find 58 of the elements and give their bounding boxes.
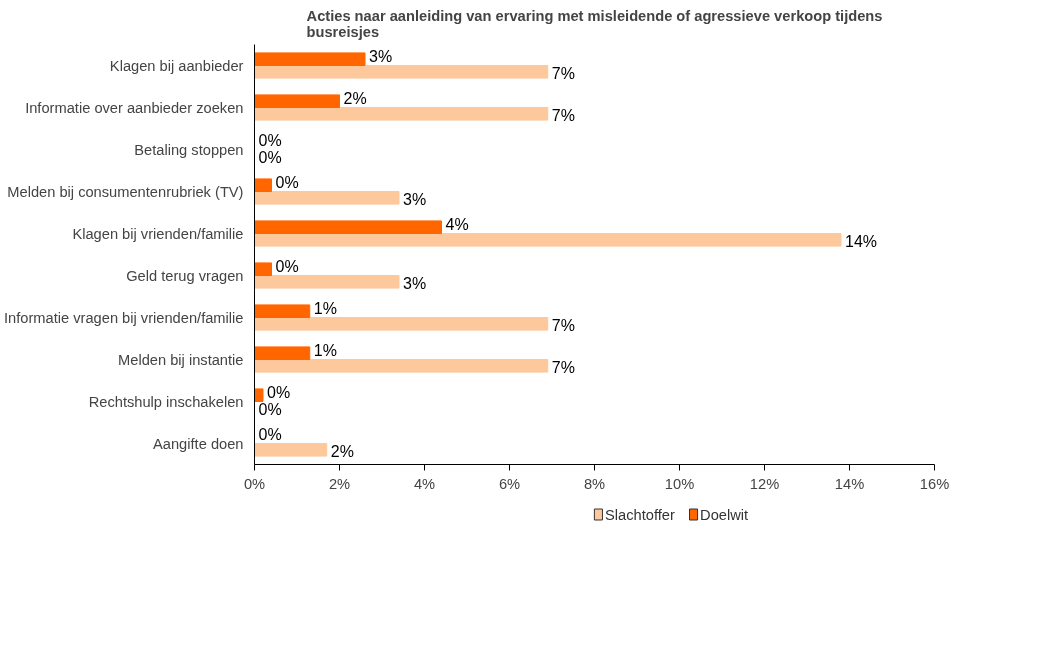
y-tick-label: Klagen bij vrienden/familie [72,225,244,242]
x-tick-label: 16% [919,475,950,492]
y-tick-label: Rechtshulp inschakelen [88,393,244,410]
data-label: 1% [313,299,337,317]
x-tick-label: 10% [664,475,695,492]
y-tick-label: Melden bij consumentenrubriek (TV) [7,183,244,200]
bar [254,388,264,402]
x-tick-label: 6% [498,475,521,492]
data-label: 7% [551,65,575,83]
bar [254,52,366,66]
data-label: 3% [369,47,393,65]
bar [254,317,549,331]
y-tick-label: Betaling stoppen [134,141,244,158]
data-label: 7% [551,317,575,335]
y-tick-label: Aangifte doen [153,435,244,452]
data-label: 2% [330,443,354,461]
y-tick-label: Informatie over aanbieder zoeken [25,99,244,116]
data-label: 14% [845,233,878,251]
legend-label: Slachtoffer [605,506,675,523]
data-label: 3% [403,275,427,293]
x-tick-label: 2% [328,475,351,492]
bar [254,262,272,276]
data-label: 0% [267,383,291,401]
bar [254,65,549,79]
bar [254,233,842,247]
bar [254,191,400,205]
bar [254,346,311,360]
x-tick-label: 14% [834,475,865,492]
data-label: 0% [258,425,282,443]
x-tick-label: 4% [413,475,436,492]
x-tick-label: 0% [243,475,266,492]
data-label: 0% [275,173,299,191]
y-tick-label: Melden bij instantie [118,351,244,368]
data-label: 7% [551,107,575,125]
y-tick-label: Geld terug vragen [126,267,244,284]
data-label: 7% [551,359,575,377]
data-label: 4% [445,215,469,233]
data-label: 0% [275,257,299,275]
bar [254,275,400,289]
bar [254,94,340,108]
bar [254,443,328,457]
x-tick-label: 12% [749,475,780,492]
data-label: 3% [403,191,427,209]
bar [254,359,549,373]
data-label: 0% [258,149,282,167]
data-label: 0% [258,131,282,149]
bar [254,220,442,234]
data-label: 0% [258,401,282,419]
legend-label: Doelwit [700,506,749,523]
bar [254,107,549,121]
bar [254,178,272,192]
y-tick-label: Informatie vragen bij vrienden/familie [4,309,244,326]
chart-title: Acties naar aanleiding van ervaring met misleidende of agressieve verkoop tijdens busreisjes [306,7,883,40]
bar [254,304,311,318]
data-label: 1% [313,341,337,359]
x-tick-label: 8% [583,475,606,492]
data-label: 2% [343,89,367,107]
y-tick-label: Klagen bij aanbieder [109,57,244,74]
